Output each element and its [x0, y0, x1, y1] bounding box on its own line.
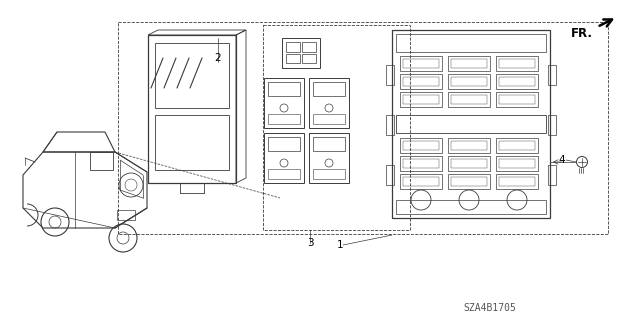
Bar	[117, 210, 135, 220]
Bar	[496, 156, 538, 171]
Bar	[302, 54, 316, 63]
Bar	[496, 56, 538, 71]
Bar	[313, 114, 345, 124]
Bar	[403, 141, 439, 150]
Bar	[118, 22, 608, 234]
Bar	[313, 137, 345, 151]
Bar	[313, 169, 345, 179]
Bar	[403, 177, 439, 186]
Bar	[403, 159, 439, 168]
Bar	[403, 95, 439, 104]
Bar	[448, 174, 490, 189]
Bar	[396, 34, 546, 52]
Text: 3: 3	[307, 238, 314, 248]
Bar	[499, 59, 535, 68]
Bar	[499, 77, 535, 86]
Bar	[268, 114, 300, 124]
Bar	[451, 141, 487, 150]
Bar	[155, 43, 229, 108]
Bar	[451, 95, 487, 104]
Bar	[499, 95, 535, 104]
Bar	[286, 42, 300, 52]
Bar	[400, 174, 442, 189]
Bar	[496, 74, 538, 89]
Bar	[282, 38, 320, 68]
Bar	[386, 65, 394, 85]
Bar	[548, 115, 556, 135]
Bar	[386, 115, 394, 135]
Text: 4: 4	[558, 155, 565, 165]
Bar	[448, 92, 490, 107]
Bar	[496, 92, 538, 107]
Text: 2: 2	[214, 53, 221, 63]
Text: FR.: FR.	[571, 27, 593, 40]
Bar	[400, 56, 442, 71]
Bar	[263, 25, 410, 230]
Bar	[400, 156, 442, 171]
Bar	[286, 54, 300, 63]
Bar	[499, 177, 535, 186]
Bar	[313, 82, 345, 96]
Bar	[396, 115, 546, 133]
Bar	[386, 165, 394, 185]
Bar	[496, 138, 538, 153]
Bar	[499, 141, 535, 150]
Bar	[400, 92, 442, 107]
Bar	[448, 138, 490, 153]
Bar	[155, 115, 229, 170]
Bar	[302, 42, 316, 52]
Bar	[548, 65, 556, 85]
Bar	[268, 169, 300, 179]
Bar	[451, 77, 487, 86]
Bar	[496, 174, 538, 189]
Bar	[448, 56, 490, 71]
Bar	[400, 74, 442, 89]
Bar	[403, 59, 439, 68]
Bar	[448, 74, 490, 89]
Bar	[396, 200, 546, 214]
Text: SZA4B1705: SZA4B1705	[463, 303, 516, 313]
Bar	[403, 77, 439, 86]
Bar	[451, 159, 487, 168]
Bar	[268, 82, 300, 96]
Bar	[400, 138, 442, 153]
Bar	[499, 159, 535, 168]
Bar	[451, 59, 487, 68]
Text: 1: 1	[337, 240, 343, 250]
Bar	[451, 177, 487, 186]
Bar	[268, 137, 300, 151]
Bar	[448, 156, 490, 171]
Bar	[548, 165, 556, 185]
